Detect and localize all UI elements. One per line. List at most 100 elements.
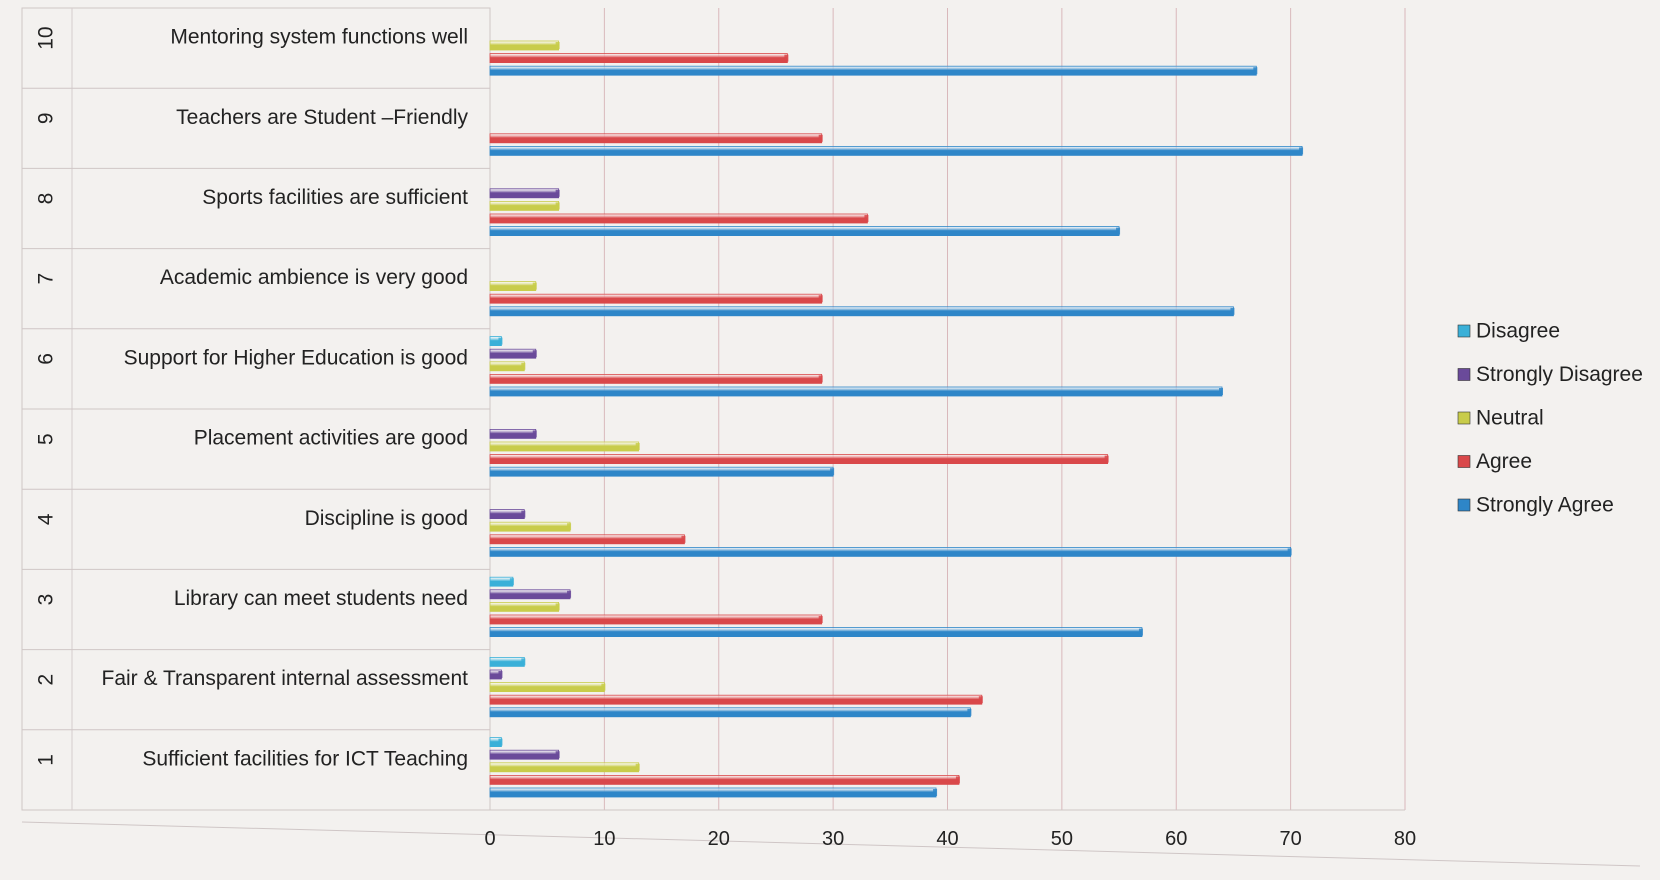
- x-tick-label: 40: [936, 828, 958, 850]
- bar-end-cap: [567, 590, 572, 598]
- bar-neutral-5: [489, 441, 640, 452]
- bar-end-cap: [521, 658, 526, 666]
- bar-end-cap: [498, 671, 503, 678]
- legend-swatch-disagree: [1457, 324, 1471, 338]
- bar-neutral-3: [489, 602, 560, 612]
- bar-end-cap: [933, 789, 938, 796]
- bar-end-cap: [784, 54, 789, 62]
- x-tick-label: 10: [593, 828, 615, 850]
- category-table: 1 Sufficient facilities for ICT Teaching 2…: [21, 7, 491, 811]
- bar-end-cap: [818, 295, 823, 303]
- bar-strongly-agree-4: [489, 547, 1292, 557]
- bar-end-cap: [521, 362, 526, 370]
- bar-end-cap: [818, 375, 823, 383]
- legend-label-strongly-agree: Strongly Agree: [1476, 494, 1614, 517]
- legend-swatch-agree: [1457, 455, 1471, 468]
- row-number-label: 4: [35, 513, 58, 525]
- legend-label-agree: Agree: [1476, 450, 1532, 473]
- bar-agree-4: [489, 534, 685, 545]
- legend-swatch-strongly-agree: [1457, 498, 1471, 512]
- x-tick-label: 60: [1165, 828, 1187, 850]
- bar-strongly-disagree-4: [489, 509, 525, 520]
- legend-label-neutral: Neutral: [1476, 407, 1544, 430]
- x-tick-label: 20: [708, 828, 730, 850]
- row-number-label: 3: [35, 594, 58, 606]
- chart-bars: [489, 40, 1304, 798]
- category-label-library-can-meet-students-need: Library can meet students need: [174, 587, 468, 610]
- chart-border-line: [21, 821, 1641, 867]
- row-number-label: 6: [35, 353, 58, 365]
- bar-strongly-agree-2: [489, 707, 971, 718]
- bar-strongly-agree-9: [489, 145, 1303, 156]
- row-number-label: 1: [35, 754, 58, 766]
- category-label-teachers-are-student-friendly: Teachers are Student –Friendly: [176, 106, 468, 129]
- category-label-fair-transparent-internal-assessment: Fair & Transparent internal assessment: [102, 667, 469, 690]
- bar-strongly-disagree-1: [489, 749, 560, 760]
- bar-agree-7: [489, 293, 823, 304]
- bar-end-cap: [635, 443, 640, 450]
- bar-end-cap: [532, 282, 537, 290]
- bar-neutral-1: [489, 762, 640, 773]
- chart-gridlines: [489, 8, 1406, 810]
- legend-swatch-strongly-disagree: [1457, 368, 1471, 381]
- bar-neutral-4: [489, 521, 571, 532]
- legend-label-disagree: Disagree: [1476, 320, 1560, 343]
- bar-neutral-2: [489, 682, 605, 692]
- bar-strongly-disagree-5: [489, 428, 537, 439]
- bar-disagree-3: [489, 576, 514, 587]
- bar-end-cap: [864, 215, 869, 222]
- bar-strongly-agree-8: [489, 226, 1120, 237]
- bar-neutral-8: [489, 200, 560, 211]
- bar-agree-1: [489, 775, 960, 785]
- category-label-academic-ambience-is-very-good: Academic ambience is very good: [160, 266, 468, 289]
- bar-agree-8: [489, 213, 868, 224]
- bar-end-cap: [830, 468, 835, 476]
- bar-end-cap: [498, 738, 503, 746]
- bar-end-cap: [509, 578, 514, 586]
- row-number-label: 7: [35, 273, 58, 285]
- row-number-label: 10: [35, 26, 58, 49]
- bar-end-cap: [818, 134, 823, 142]
- x-axis: 0 10 20 30 40 50 60 70 80: [21, 809, 1641, 867]
- category-label-sufficient-facilities-for-ict-teaching: Sufficient facilities for ICT Teaching: [142, 747, 468, 770]
- category-label-placement-activities-are-good: Placement activities are good: [194, 427, 468, 450]
- x-tick-label: 30: [822, 828, 844, 850]
- bar-end-cap: [978, 696, 983, 704]
- bar-end-cap: [555, 603, 560, 611]
- bar-end-cap: [555, 42, 560, 49]
- x-tick-label: 80: [1394, 828, 1416, 850]
- bar-neutral-6: [489, 361, 525, 372]
- row-number-label: 2: [35, 674, 58, 686]
- category-label-mentoring-system-functions-well: Mentoring system functions well: [170, 26, 468, 49]
- x-tick-label: 70: [1280, 828, 1302, 850]
- bar-end-cap: [1116, 227, 1121, 235]
- bar-end-cap: [1287, 548, 1292, 556]
- bar-agree-3: [489, 614, 823, 625]
- bar-strongly-disagree-3: [489, 589, 571, 600]
- bar-end-cap: [955, 776, 960, 784]
- legend-label-strongly-disagree: Strongly Disagree: [1476, 363, 1643, 386]
- x-tick-label: 50: [1051, 828, 1073, 850]
- bar-end-cap: [532, 430, 537, 438]
- row-number-label: 8: [35, 193, 58, 205]
- bar-agree-2: [489, 694, 983, 705]
- bar-end-cap: [498, 337, 503, 345]
- bar-agree-6: [489, 373, 823, 384]
- bar-end-cap: [818, 616, 823, 623]
- bar-disagree-2: [489, 657, 525, 667]
- bar-neutral-7: [489, 281, 537, 292]
- chart-legend: Disagree Strongly Disagree Neutral Agree Str…: [1457, 320, 1643, 517]
- bar-agree-10: [489, 53, 788, 63]
- bar-end-cap: [601, 683, 606, 691]
- bar-agree-9: [489, 133, 823, 144]
- bar-strongly-agree-1: [489, 787, 937, 798]
- bar-strongly-agree-10: [489, 65, 1257, 76]
- bar-strongly-agree-3: [489, 627, 1143, 637]
- bar-strongly-agree-5: [489, 466, 834, 477]
- bar-end-cap: [635, 763, 640, 771]
- bar-strongly-disagree-8: [489, 188, 560, 199]
- bar-end-cap: [555, 189, 560, 197]
- bar-end-cap: [555, 202, 560, 210]
- category-label-sports-facilities-are-sufficient: Sports facilities are sufficient: [202, 186, 468, 209]
